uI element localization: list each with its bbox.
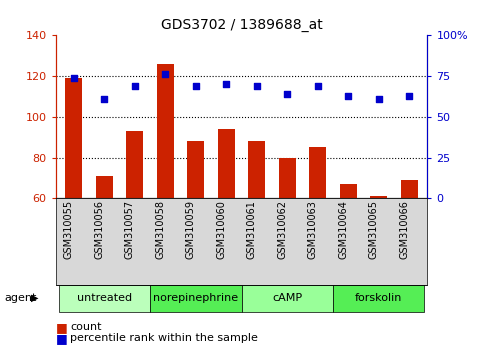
Bar <box>218 129 235 320</box>
Text: ■: ■ <box>56 332 67 344</box>
Point <box>131 84 139 89</box>
Text: count: count <box>70 322 101 332</box>
Bar <box>309 147 326 320</box>
Point <box>344 94 352 99</box>
Point <box>100 96 108 101</box>
Point <box>405 94 413 99</box>
Text: GSM310060: GSM310060 <box>216 200 226 259</box>
Text: GSM310056: GSM310056 <box>94 200 104 259</box>
Text: forskolin: forskolin <box>355 293 402 303</box>
Title: GDS3702 / 1389688_at: GDS3702 / 1389688_at <box>161 18 322 32</box>
Bar <box>401 180 417 320</box>
Text: GSM310057: GSM310057 <box>125 200 135 259</box>
Point <box>253 84 261 89</box>
Point <box>375 96 383 101</box>
Point <box>161 71 169 77</box>
Text: GSM310059: GSM310059 <box>186 200 196 259</box>
Text: GSM310066: GSM310066 <box>399 200 409 259</box>
Text: untreated: untreated <box>77 293 132 303</box>
Text: GSM310061: GSM310061 <box>247 200 257 259</box>
Text: ■: ■ <box>56 321 67 334</box>
Point <box>192 84 199 89</box>
Bar <box>96 176 113 320</box>
Bar <box>340 184 356 320</box>
Bar <box>370 196 387 320</box>
Bar <box>279 158 296 320</box>
Point <box>284 92 291 97</box>
Point <box>314 84 322 89</box>
Text: GSM310063: GSM310063 <box>308 200 318 259</box>
Text: norepinephrine: norepinephrine <box>153 293 238 303</box>
Bar <box>248 141 265 320</box>
Point <box>222 81 230 87</box>
Text: GSM310055: GSM310055 <box>64 200 74 259</box>
Text: ▶: ▶ <box>31 293 39 303</box>
Bar <box>127 131 143 320</box>
Text: cAMP: cAMP <box>272 293 302 303</box>
Text: percentile rank within the sample: percentile rank within the sample <box>70 333 258 343</box>
Text: GSM310064: GSM310064 <box>338 200 348 259</box>
Bar <box>187 141 204 320</box>
Text: GSM310062: GSM310062 <box>277 200 287 259</box>
Text: GSM310058: GSM310058 <box>156 200 165 259</box>
Bar <box>66 78 82 320</box>
Text: agent: agent <box>5 293 37 303</box>
Text: GSM310065: GSM310065 <box>369 200 379 259</box>
Point <box>70 75 78 81</box>
Bar <box>157 64 174 320</box>
